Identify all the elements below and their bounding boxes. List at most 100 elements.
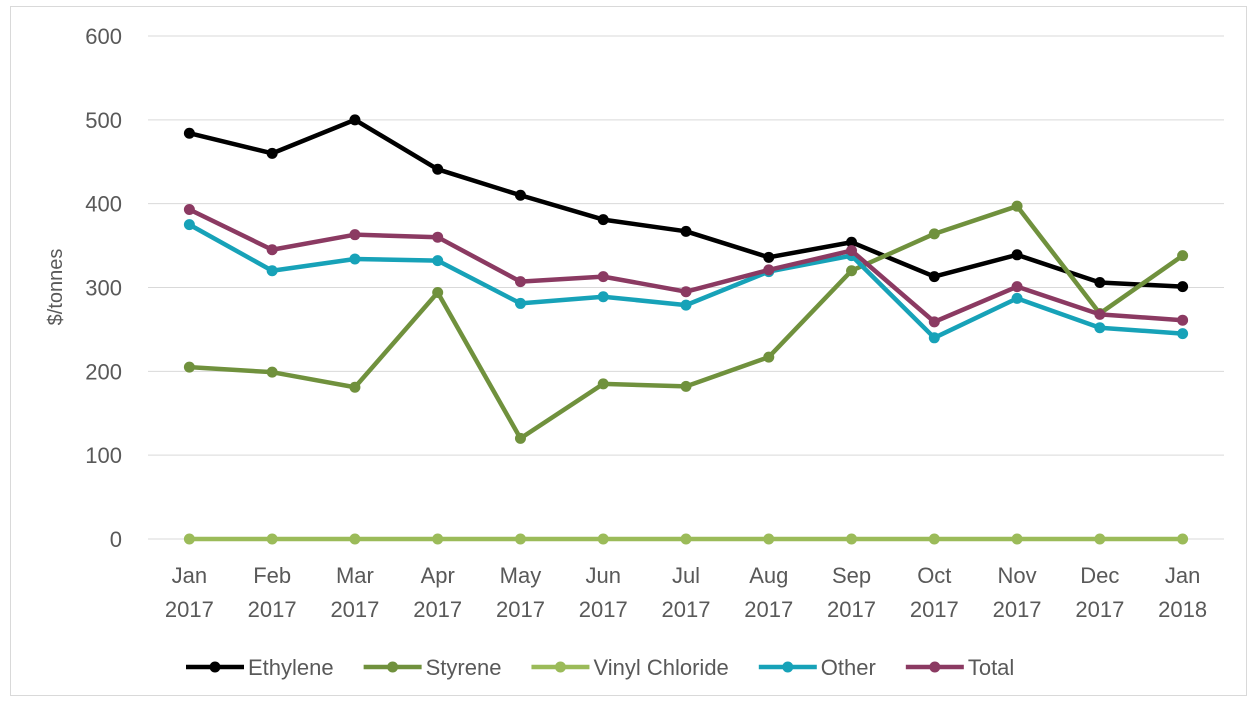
- x-tick-label: Aug 2017: [744, 563, 793, 622]
- x-tick-label: Mar 2017: [330, 563, 379, 622]
- legend-item-styrene: Styrene: [363, 655, 501, 680]
- styrene-point: [680, 380, 692, 392]
- vinyl-chloride-point: [432, 533, 444, 545]
- total-point: [432, 231, 444, 243]
- x-tick-label: Jul 2017: [662, 563, 711, 622]
- vinyl-chloride-point: [680, 533, 692, 545]
- legend-label: Ethylene: [248, 655, 334, 680]
- ethylene-point: [349, 114, 361, 126]
- legend-marker: [387, 661, 399, 673]
- legend-label: Total: [968, 655, 1014, 680]
- legend-label: Vinyl Chloride: [593, 655, 728, 680]
- x-tick-month: Jul: [672, 563, 700, 588]
- legend-item-total: Total: [905, 655, 1014, 680]
- other-point: [1094, 322, 1106, 334]
- ethylene-point: [763, 251, 775, 263]
- ethylene-point: [432, 163, 444, 175]
- styrene-point: [928, 228, 940, 240]
- total-point: [266, 244, 278, 256]
- x-tick-label: Jan 2018: [1158, 563, 1207, 622]
- x-tick-label: May 2017: [496, 563, 545, 622]
- y-tick-label: 100: [85, 443, 122, 468]
- styrene-point: [1011, 200, 1023, 212]
- x-tick-year: 2017: [165, 597, 214, 622]
- ethylene-point: [597, 214, 609, 226]
- series-total: [183, 204, 1189, 328]
- total-point: [1094, 308, 1106, 320]
- legend-marker: [782, 661, 794, 673]
- total-point: [1177, 314, 1189, 326]
- other-point: [514, 297, 526, 309]
- total-point: [763, 264, 775, 276]
- styrene-point: [183, 361, 195, 373]
- ethylene-point: [1094, 276, 1106, 288]
- x-tick-label: Oct 2017: [910, 563, 959, 622]
- x-tick-month: Aug: [749, 563, 788, 588]
- vinyl-chloride-point: [597, 533, 609, 545]
- x-tick-month: Jan: [1165, 563, 1200, 588]
- x-tick-label: Dec 2017: [1075, 563, 1124, 622]
- legend-marker: [554, 661, 566, 673]
- total-point: [1011, 281, 1023, 293]
- x-tick-month: May: [500, 563, 542, 588]
- legend-item-other: Other: [758, 655, 876, 680]
- other-point: [597, 291, 609, 303]
- vinyl-chloride-point: [1094, 533, 1106, 545]
- legend: Ethylene Styrene Vinyl Chloride Other Total: [186, 655, 1014, 680]
- total-point: [680, 286, 692, 298]
- other-line: [187, 222, 1185, 341]
- styrene-point: [266, 366, 278, 378]
- series-ethylene: [183, 114, 1189, 293]
- x-tick-month: Apr: [421, 563, 455, 588]
- x-tick-month: Jun: [585, 563, 620, 588]
- vinyl-chloride-point: [1011, 533, 1023, 545]
- vinyl-chloride-point: [1177, 533, 1189, 545]
- total-point: [514, 276, 526, 288]
- total-point: [597, 271, 609, 283]
- legend-item-vinyl-chloride: Vinyl Chloride: [531, 655, 729, 680]
- x-tick-month: Oct: [917, 563, 951, 588]
- ethylene-point: [928, 271, 940, 283]
- x-axis-ticks: Jan 2017 Feb 2017 Mar 2017 Apr 2017 May 2017 Jun 20…: [165, 563, 1207, 622]
- other-point: [266, 265, 278, 277]
- ethylene-point: [1177, 281, 1189, 293]
- other-point: [1177, 328, 1189, 340]
- vinyl-chloride-point: [763, 533, 775, 545]
- x-tick-year: 2017: [744, 597, 793, 622]
- ethylene-point: [846, 236, 858, 248]
- other-point: [928, 332, 940, 344]
- x-tick-year: 2018: [1158, 597, 1207, 622]
- x-tick-month: Feb: [253, 563, 291, 588]
- vinyl-chloride-point: [266, 533, 278, 545]
- x-tick-year: 2017: [1075, 597, 1124, 622]
- x-tick-label: Feb 2017: [248, 563, 297, 622]
- x-tick-month: Jan: [172, 563, 207, 588]
- series-lines: [183, 114, 1189, 545]
- x-tick-year: 2017: [496, 597, 545, 622]
- vinyl-chloride-point: [514, 533, 526, 545]
- ethylene-point: [1011, 249, 1023, 261]
- x-tick-year: 2017: [662, 597, 711, 622]
- x-tick-label: Sep 2017: [827, 563, 876, 622]
- y-tick-label: 200: [85, 359, 122, 384]
- x-tick-year: 2017: [330, 597, 379, 622]
- x-tick-month: Dec: [1080, 563, 1119, 588]
- y-tick-label: 300: [85, 276, 122, 301]
- vinyl-chloride-point: [349, 533, 361, 545]
- styrene-point: [1177, 250, 1189, 262]
- x-tick-year: 2017: [910, 597, 959, 622]
- y-axis-ticks: 0 100 200 300 400 500 600: [85, 24, 122, 552]
- other-point: [1011, 292, 1023, 304]
- other-point: [432, 255, 444, 267]
- styrene-point: [763, 351, 775, 363]
- y-tick-label: 400: [85, 192, 122, 217]
- y-tick-label: 500: [85, 108, 122, 133]
- x-tick-month: Sep: [832, 563, 871, 588]
- x-tick-month: Nov: [998, 563, 1037, 588]
- total-point: [846, 245, 858, 257]
- legend-label: Other: [821, 655, 876, 680]
- styrene-point: [349, 381, 361, 393]
- chart-frame: [10, 6, 1247, 696]
- other-point: [349, 253, 361, 265]
